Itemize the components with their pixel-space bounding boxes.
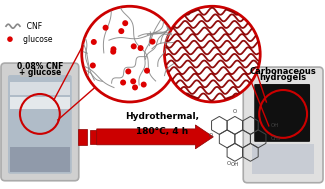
Circle shape [118, 28, 124, 34]
Circle shape [91, 39, 97, 45]
Text: O: O [209, 133, 213, 138]
Bar [252, 144, 314, 174]
Text: + glucose: + glucose [19, 68, 61, 77]
Circle shape [150, 39, 155, 45]
Text: glucose: glucose [16, 35, 52, 44]
FancyBboxPatch shape [8, 75, 72, 174]
Text: OH: OH [271, 123, 279, 128]
Text: OH: OH [231, 162, 239, 167]
Circle shape [110, 49, 116, 55]
Circle shape [103, 25, 109, 31]
Bar [10, 82, 70, 95]
Bar [10, 97, 70, 109]
FancyBboxPatch shape [254, 84, 310, 142]
Circle shape [130, 78, 136, 84]
Circle shape [164, 6, 260, 102]
Text: CH₃: CH₃ [271, 136, 281, 141]
FancyBboxPatch shape [243, 67, 323, 183]
Bar [10, 147, 70, 172]
Bar [20, 65, 60, 77]
Circle shape [125, 68, 131, 74]
Circle shape [111, 46, 116, 52]
Text: Carbonaceous: Carbonaceous [250, 67, 317, 76]
Text: O: O [227, 161, 231, 166]
FancyArrow shape [97, 125, 213, 149]
FancyBboxPatch shape [1, 63, 79, 181]
Text: O: O [233, 109, 237, 114]
Circle shape [120, 80, 126, 85]
Bar [78, 129, 87, 145]
Text: hydrogels: hydrogels [260, 73, 307, 82]
Circle shape [131, 43, 137, 49]
Text: CNF: CNF [22, 22, 42, 31]
Circle shape [141, 82, 147, 88]
Circle shape [90, 63, 96, 68]
Text: 0.08% CNF: 0.08% CNF [17, 62, 63, 71]
Text: Hydrothermal,: Hydrothermal, [125, 112, 200, 121]
Circle shape [82, 6, 177, 102]
Circle shape [122, 20, 128, 26]
Circle shape [144, 68, 150, 74]
Text: 180°C, 4 h: 180°C, 4 h [136, 127, 188, 136]
Bar [90, 130, 96, 144]
Circle shape [132, 84, 138, 90]
Circle shape [7, 36, 13, 42]
Circle shape [137, 45, 144, 51]
